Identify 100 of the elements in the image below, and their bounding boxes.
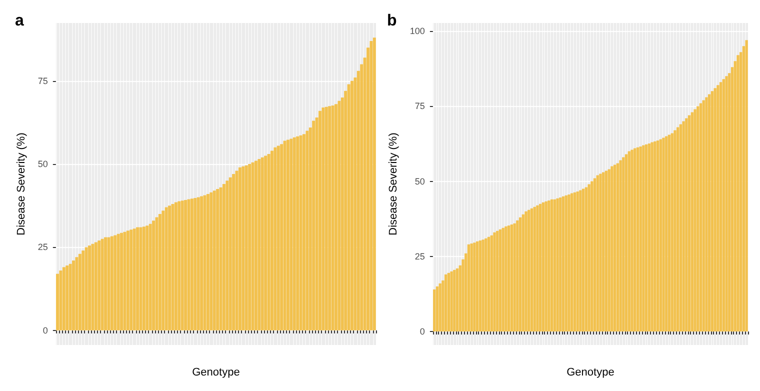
bar [184, 200, 188, 330]
bar [573, 192, 576, 332]
bar [636, 147, 640, 332]
bar [72, 260, 75, 330]
bar [453, 270, 456, 332]
y-tick-label: 75 [414, 101, 425, 112]
bar [244, 165, 248, 330]
bar [228, 177, 232, 330]
chart-title: a [15, 12, 24, 30]
bar [438, 283, 442, 332]
bar [331, 105, 334, 330]
y-tick-label: 75 [38, 76, 48, 86]
x-axis-title: Genotype [566, 366, 614, 378]
bar [496, 230, 499, 332]
bar [710, 91, 714, 332]
bar [324, 106, 328, 330]
bar [533, 206, 536, 332]
bar [562, 196, 565, 332]
bar [513, 223, 516, 332]
bar [212, 190, 216, 330]
bar [88, 246, 91, 330]
bar [670, 133, 674, 332]
bar [338, 100, 341, 330]
bar [668, 134, 671, 332]
bar [296, 136, 300, 330]
bar [608, 169, 610, 332]
bar [593, 178, 596, 332]
bar [528, 210, 530, 332]
bar [299, 135, 302, 330]
y-axis-title: Disease Severity (%) [16, 132, 28, 236]
bar [484, 238, 488, 332]
bar [584, 187, 588, 332]
bar [624, 154, 628, 332]
bar [553, 199, 556, 332]
bar [588, 184, 590, 332]
bar [650, 142, 654, 332]
bar [56, 274, 59, 330]
bar [725, 76, 728, 332]
bar [470, 243, 473, 332]
bar [318, 110, 322, 330]
bar [599, 174, 602, 332]
bar [100, 238, 104, 330]
bar [226, 180, 229, 330]
bar [328, 106, 332, 330]
bar [116, 234, 120, 330]
bar [290, 138, 293, 330]
bar [708, 94, 711, 332]
bar [467, 244, 470, 332]
y-tick-label: 25 [414, 251, 425, 262]
bar [719, 82, 722, 332]
bar [322, 107, 325, 330]
bar [196, 197, 200, 330]
bar [84, 247, 88, 330]
y-tick-label: 100 [410, 26, 425, 36]
bar [302, 134, 306, 330]
bar [258, 159, 261, 330]
bar [616, 163, 619, 332]
bar [642, 145, 645, 332]
bar [194, 198, 197, 330]
bar [270, 150, 274, 330]
bar [542, 202, 545, 332]
bar [312, 120, 316, 330]
y-tick-label: 50 [414, 176, 425, 186]
bar [736, 55, 740, 332]
bar [98, 240, 101, 330]
chart-title: b [387, 12, 397, 30]
bar [630, 150, 634, 332]
bar [206, 194, 210, 330]
bar [148, 224, 152, 330]
bar [238, 167, 242, 330]
bar [372, 38, 376, 330]
bar [178, 201, 181, 330]
bar [676, 127, 680, 332]
bar [524, 211, 528, 332]
bar [264, 156, 268, 330]
bar [248, 164, 252, 330]
bar [536, 205, 539, 332]
bar [628, 151, 630, 332]
bar [564, 195, 568, 332]
bar [548, 200, 550, 332]
bar [306, 130, 309, 330]
bar [158, 214, 162, 330]
bar [94, 242, 98, 330]
bar [450, 271, 453, 332]
bar [130, 230, 133, 330]
bar [370, 40, 373, 330]
bar [522, 214, 524, 332]
bar [602, 172, 605, 332]
bar [162, 210, 165, 330]
bar [688, 115, 691, 332]
y-tick-label: 0 [42, 325, 48, 336]
bar [126, 230, 130, 330]
bar [180, 200, 184, 330]
bar [714, 88, 716, 332]
bar [104, 237, 107, 330]
bar [168, 206, 172, 330]
bar [634, 148, 636, 332]
bar [716, 85, 720, 332]
bar [433, 289, 436, 332]
bar [530, 208, 534, 332]
